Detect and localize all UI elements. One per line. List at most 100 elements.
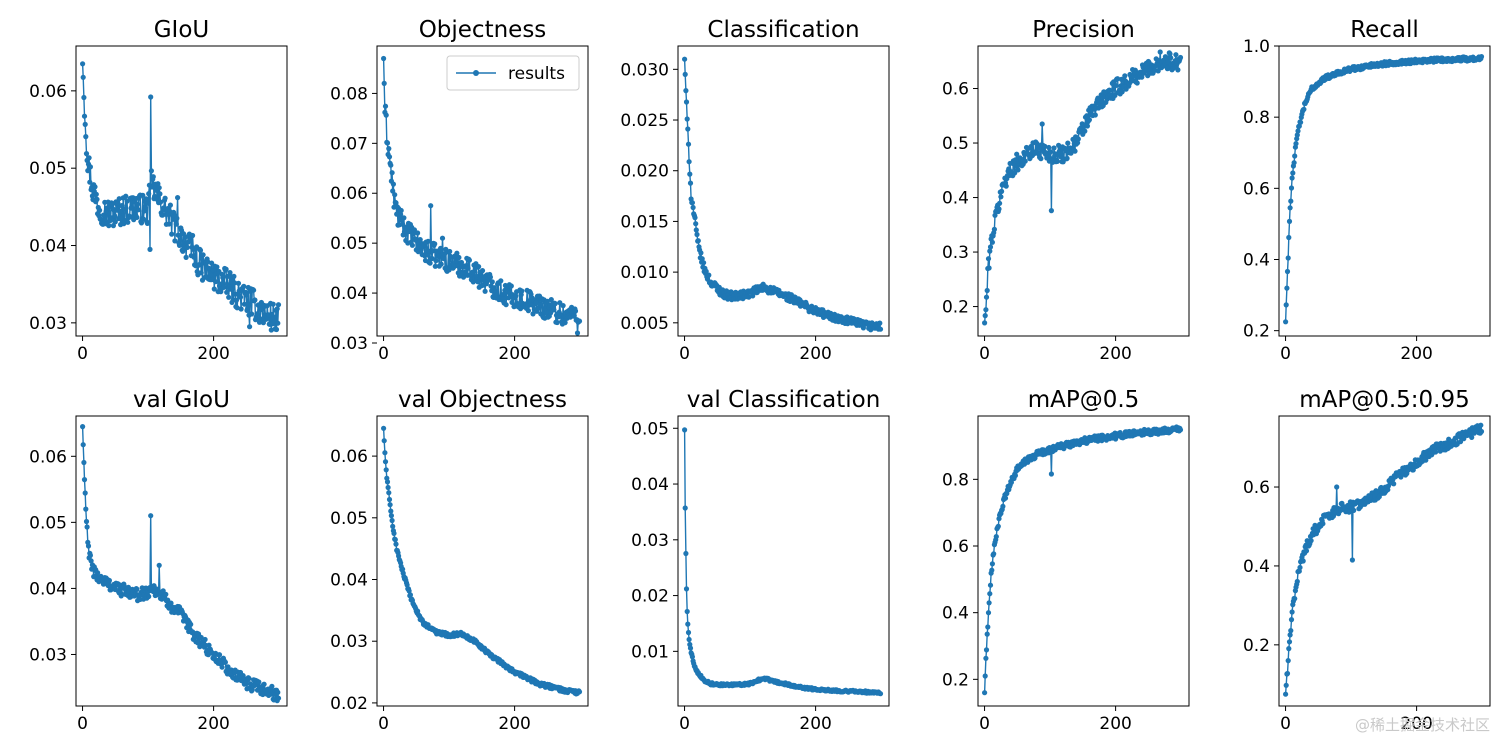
data-point	[134, 586, 140, 592]
data-point	[407, 592, 413, 598]
data-point	[249, 311, 255, 317]
data-point	[382, 459, 389, 465]
data-point	[1048, 471, 1054, 477]
data-point	[1410, 467, 1416, 473]
data-point	[155, 181, 161, 187]
data-point	[683, 550, 689, 557]
y-tick-label: 0.05	[29, 159, 67, 179]
data-point	[385, 484, 391, 491]
data-point	[417, 237, 423, 243]
data-point	[269, 683, 275, 689]
data-point	[982, 320, 988, 326]
data-point	[1291, 160, 1297, 166]
data-point	[243, 292, 249, 298]
subplot-objectness: Objectness 0 200 0.03 0.04 0.05 0.06 0.07 0.08 re…	[330, 17, 589, 364]
data-point	[198, 270, 204, 276]
data-point	[1022, 158, 1028, 164]
data-point	[224, 289, 230, 295]
data-point	[1287, 632, 1293, 638]
data-point	[693, 227, 699, 233]
data-point	[148, 168, 154, 174]
data-point	[386, 490, 392, 496]
data-point	[394, 211, 400, 217]
data-point	[1046, 144, 1052, 151]
data-point	[466, 257, 472, 263]
data-point	[140, 192, 146, 198]
subplot-val-classification: val Classification 0 200 0.01 0.02 0.03 0.04 0.…	[631, 387, 890, 734]
data-point	[226, 294, 232, 300]
data-point	[1446, 436, 1452, 442]
y-tick-label: 0.04	[330, 571, 368, 591]
data-point	[1298, 119, 1304, 125]
data-point	[1283, 319, 1289, 325]
data-point	[432, 263, 438, 269]
data-point	[381, 425, 387, 431]
data-point	[1303, 548, 1310, 554]
data-point	[150, 174, 156, 180]
data-point	[1292, 596, 1298, 602]
data-point	[247, 324, 253, 330]
data-point	[683, 586, 690, 592]
data-point	[1346, 509, 1352, 515]
data-point	[685, 126, 691, 132]
data-point	[142, 205, 149, 211]
data-point	[432, 241, 438, 247]
data-point	[251, 287, 257, 293]
data-points	[682, 427, 884, 697]
data-point	[999, 188, 1005, 194]
data-point	[1295, 128, 1301, 134]
data-point	[390, 181, 396, 187]
data-point	[684, 608, 690, 615]
data-point	[1301, 106, 1307, 112]
data-point	[1175, 67, 1181, 73]
data-point	[381, 438, 387, 444]
data-point	[1054, 158, 1060, 164]
data-point	[1015, 167, 1021, 173]
data-point	[390, 523, 396, 530]
y-tick-label: 0.06	[29, 82, 67, 102]
data-point	[1349, 557, 1355, 563]
data-point	[987, 582, 994, 588]
y-tick-label: 0.05	[330, 234, 368, 254]
data-point	[1048, 149, 1054, 155]
data-point	[1003, 183, 1009, 189]
data-point	[85, 543, 92, 549]
series-line	[683, 429, 881, 695]
data-point	[148, 94, 154, 100]
data-point	[122, 206, 128, 212]
data-points	[381, 425, 583, 697]
data-point	[1283, 682, 1289, 688]
data-point	[200, 252, 206, 258]
data-point	[1423, 457, 1429, 463]
x-tick-label: 200	[197, 714, 229, 734]
data-point	[1008, 479, 1015, 485]
data-point	[184, 244, 190, 250]
data-point	[1167, 51, 1173, 57]
data-point	[135, 201, 141, 207]
data-point	[1039, 121, 1045, 127]
data-point	[1290, 170, 1296, 176]
data-point	[438, 245, 444, 251]
data-point	[1042, 143, 1048, 149]
data-point	[83, 151, 90, 157]
data-point	[1086, 117, 1092, 123]
data-point	[548, 297, 554, 303]
data-point	[1469, 434, 1475, 440]
data-point	[1012, 170, 1018, 176]
subplot-map-0-5-0-95: mAP@0.5:0.95 0 200 0.2 0.4 0.6	[1243, 387, 1491, 734]
data-point	[106, 577, 112, 584]
data-point	[991, 551, 997, 557]
data-point	[984, 631, 990, 637]
data-point	[220, 275, 226, 281]
y-tick-label: 0.04	[29, 237, 67, 257]
data-point	[1157, 49, 1163, 55]
data-point	[221, 284, 227, 290]
data-point	[1002, 495, 1009, 501]
data-points	[381, 55, 583, 336]
data-point	[384, 140, 391, 146]
x-tick-label: 0	[1280, 344, 1291, 364]
data-points	[1283, 54, 1485, 325]
data-point	[525, 303, 531, 309]
x-tick-label: 0	[1280, 714, 1291, 734]
data-point	[991, 226, 998, 232]
